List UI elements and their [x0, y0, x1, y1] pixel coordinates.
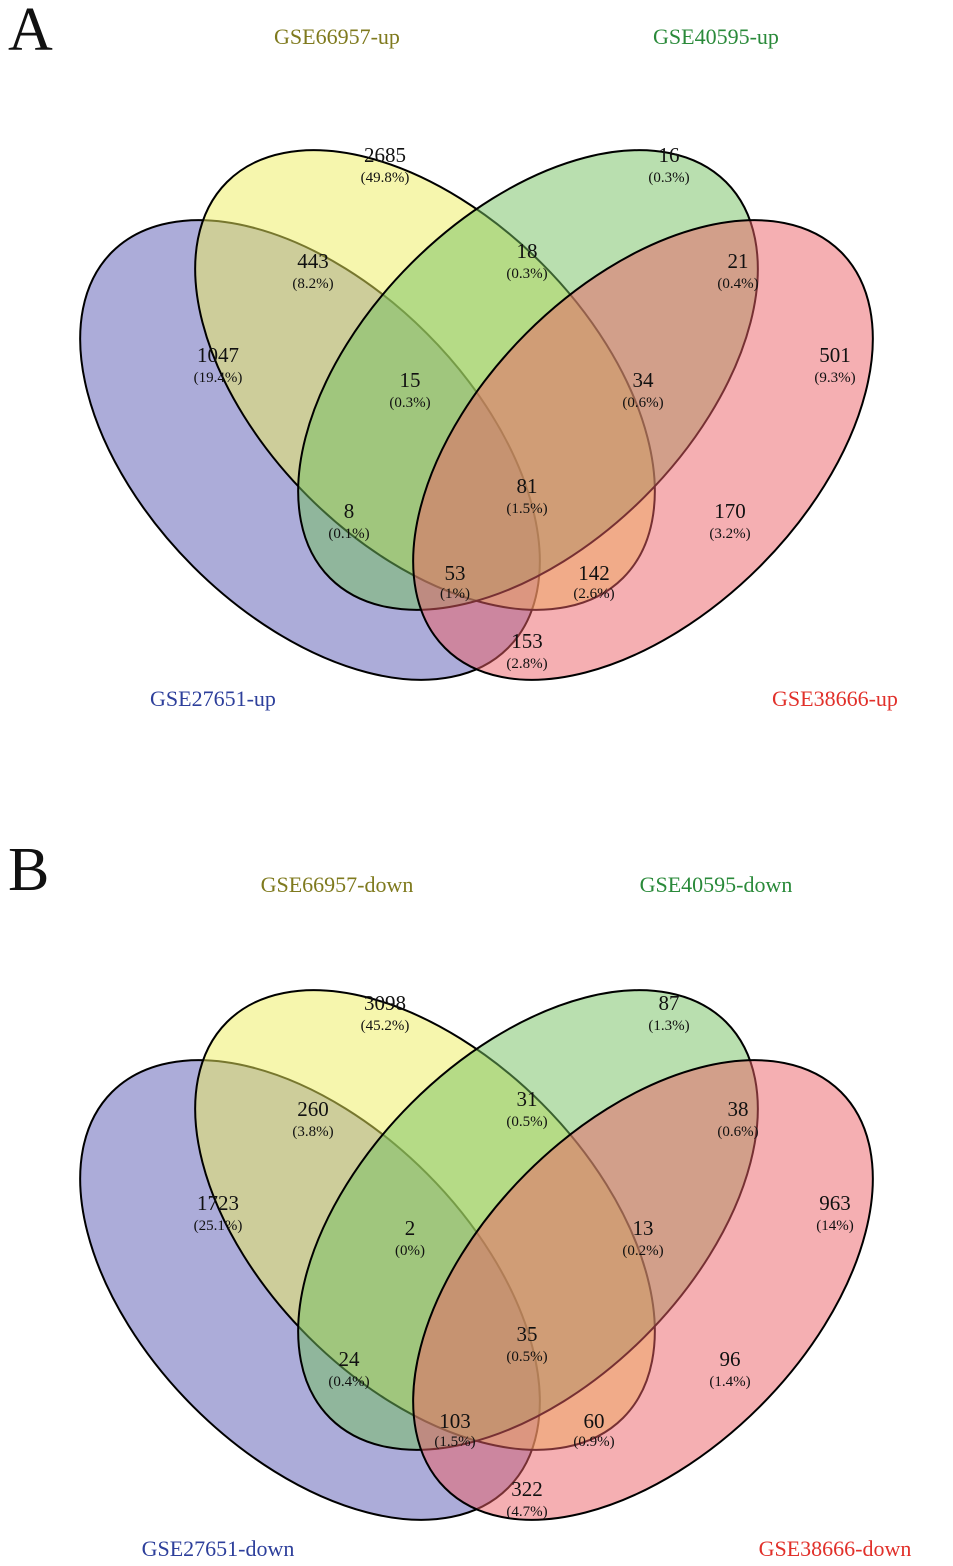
region-percent: (14%): [816, 1218, 854, 1234]
region-percent: (0.2%): [622, 1243, 663, 1259]
region-percent: (8.2%): [292, 276, 333, 292]
region-count: 322: [511, 1477, 543, 1501]
region-percent: (0.5%): [506, 1114, 547, 1130]
region-count: 2: [405, 1216, 416, 1240]
region-percent: (0%): [395, 1243, 425, 1259]
region-percent: (1.4%): [709, 1374, 750, 1390]
region-percent: (4.7%): [506, 1504, 547, 1520]
region-percent: (1.3%): [648, 1018, 689, 1034]
set-label-green: GSE40595-up: [653, 24, 779, 49]
region-percent: (0.5%): [506, 1349, 547, 1365]
region-percent: (0.6%): [622, 395, 663, 411]
region-count: 13: [633, 1216, 654, 1240]
region-count: 103: [439, 1409, 471, 1433]
venn-sets: [79, 149, 874, 681]
region-count: 260: [297, 1097, 329, 1121]
panel-letter: B: [8, 836, 49, 904]
region-count: 60: [584, 1409, 605, 1433]
region-count: 16: [659, 143, 680, 167]
region-labels: 2685 (49.8%) 16 (0.3%) 443 (8.2%) 18 (0.…: [194, 143, 856, 672]
region-percent: (3.2%): [709, 526, 750, 542]
region-percent: (0.3%): [506, 266, 547, 282]
set-label-yellow: GSE66957-down: [261, 872, 414, 897]
region-count: 35: [517, 1322, 538, 1346]
region-percent: (1.5%): [434, 1434, 475, 1450]
region-percent: (0.4%): [328, 1374, 369, 1390]
venn-panel-a: A GSE66957-up GSE40595-up GSE27651-up GS…: [8, 0, 898, 711]
set-label-blue: GSE27651-up: [150, 686, 276, 711]
region-percent: (25.1%): [194, 1218, 243, 1234]
region-labels: 3098 (45.2%) 87 (1.3%) 260 (3.8%) 31 (0.…: [194, 991, 854, 1520]
set-label-red: GSE38666-down: [759, 1536, 912, 1561]
region-count: 96: [720, 1347, 741, 1371]
region-percent: (0.3%): [389, 395, 430, 411]
region-percent: (0.4%): [717, 276, 758, 292]
set-red-ellipse: [412, 1059, 874, 1521]
region-percent: (3.8%): [292, 1124, 333, 1140]
region-percent: (2.8%): [506, 656, 547, 672]
venn-panel-b: B GSE66957-down GSE40595-down GSE27651-d…: [8, 836, 912, 1561]
region-percent: (19.4%): [194, 370, 243, 386]
set-label-blue: GSE27651-down: [142, 1536, 295, 1561]
region-percent: (49.8%): [361, 170, 410, 186]
region-count: 963: [819, 1191, 851, 1215]
region-count: 443: [297, 249, 329, 273]
region-count: 81: [517, 474, 538, 498]
region-count: 1723: [197, 1191, 239, 1215]
region-count: 501: [819, 343, 851, 367]
region-percent: (1%): [440, 586, 470, 602]
region-percent: (45.2%): [361, 1018, 410, 1034]
region-percent: (0.3%): [648, 170, 689, 186]
set-red-ellipse: [412, 219, 874, 681]
region-count: 24: [339, 1347, 361, 1371]
set-label-yellow: GSE66957-up: [274, 24, 400, 49]
region-count: 34: [633, 368, 655, 392]
set-label-green: GSE40595-down: [640, 872, 793, 897]
region-count: 31: [517, 1087, 538, 1111]
region-count: 21: [728, 249, 749, 273]
region-count: 170: [714, 499, 746, 523]
region-percent: (0.6%): [717, 1124, 758, 1140]
region-count: 3098: [364, 991, 406, 1015]
region-count: 1047: [197, 343, 239, 367]
venn-sets: [79, 989, 874, 1521]
panel-letter: A: [8, 0, 53, 64]
region-percent: (1.5%): [506, 501, 547, 517]
region-count: 15: [400, 368, 421, 392]
region-count: 53: [445, 561, 466, 585]
region-percent: (2.6%): [573, 586, 614, 602]
region-count: 153: [511, 629, 543, 653]
region-count: 18: [517, 239, 538, 263]
region-percent: (9.3%): [814, 370, 855, 386]
set-label-red: GSE38666-up: [772, 686, 898, 711]
region-percent: (0.1%): [328, 526, 369, 542]
region-count: 38: [728, 1097, 749, 1121]
region-count: 8: [344, 499, 355, 523]
region-count: 142: [578, 561, 610, 585]
region-count: 87: [659, 991, 680, 1015]
region-count: 2685: [364, 143, 406, 167]
region-percent: (0.9%): [573, 1434, 614, 1450]
